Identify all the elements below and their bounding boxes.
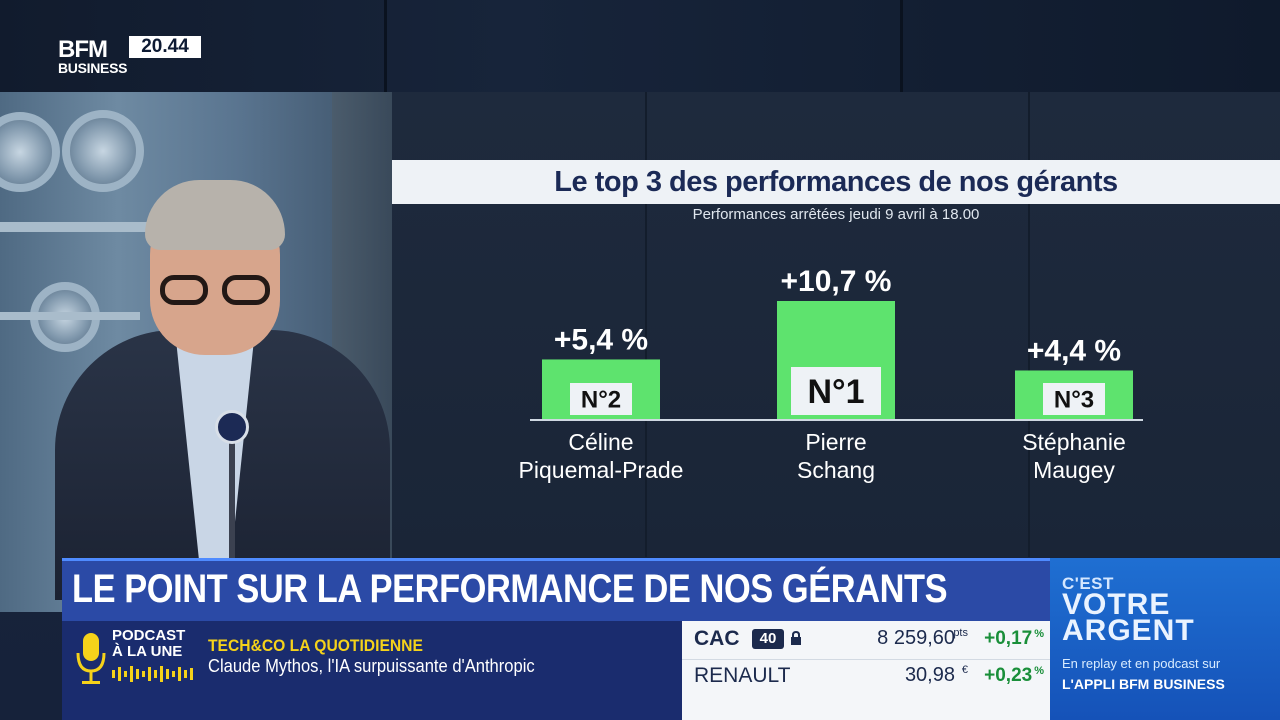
audio-wave-icon bbox=[112, 666, 193, 682]
ticker-row-renault: RENAULT 30,98 € +0,23% bbox=[682, 659, 1050, 692]
logo-bottom: BUSINESS bbox=[58, 60, 128, 76]
podcast-label: PODCAST À LA UNE bbox=[112, 628, 185, 660]
panel-seam bbox=[645, 92, 647, 557]
chart-subtitle: Performances arrêtées jeudi 9 avril à 18… bbox=[692, 206, 980, 223]
value-label: +10,7 % bbox=[781, 265, 892, 298]
chart-title: Le top 3 des performances de nos gérants bbox=[554, 165, 1118, 198]
channel-logo: BFM BUSINESS 20.44 bbox=[58, 36, 203, 80]
rank-badge bbox=[1043, 383, 1105, 415]
promo-line1: C'EST bbox=[1062, 574, 1114, 593]
panel-seam bbox=[384, 0, 387, 92]
value-label: +5,4 % bbox=[554, 323, 648, 356]
podcast-episode-title: Claude Mythos, l'IA surpuissante d'Anthr… bbox=[208, 656, 535, 676]
banner-accent bbox=[62, 558, 1050, 561]
ticker-change-value: +0,23 bbox=[984, 665, 1033, 686]
clock: 20.44 bbox=[129, 36, 201, 58]
category-label: Schang bbox=[797, 457, 875, 483]
market-ticker: CAC 40 8 259,60 pts +0,17% RENAULT 30,98… bbox=[682, 621, 1050, 720]
headline-text: LE POINT SUR LA PERFORMANCE DE NOS GÉRAN… bbox=[72, 567, 948, 611]
rank-label: N°1 bbox=[807, 373, 864, 411]
vault-dial-icon bbox=[62, 110, 144, 192]
ticker-change: +0,23% bbox=[984, 665, 1044, 687]
ticker-name: CAC bbox=[694, 627, 740, 650]
rank-badge bbox=[791, 367, 881, 415]
promo-line3: ARGENT bbox=[1062, 614, 1195, 647]
ticker-change: +0,17% bbox=[984, 628, 1044, 650]
ticker-index-badge: 40 bbox=[752, 629, 784, 649]
lock-icon bbox=[791, 631, 801, 645]
vault-dial-icon bbox=[0, 112, 60, 192]
chart-panel: Le top 3 des performances de nos gérants… bbox=[392, 92, 1280, 557]
ticker-change-unit: % bbox=[1034, 628, 1044, 640]
promo-line4: En replay et en podcast sur bbox=[1062, 656, 1221, 671]
presenter-hair bbox=[145, 180, 285, 250]
chart-title-bar: Le top 3 des performances de nos gérants bbox=[392, 160, 1280, 204]
studio-top-band bbox=[0, 0, 1280, 92]
glasses-icon bbox=[160, 275, 275, 305]
rank-label: N°3 bbox=[1054, 387, 1094, 414]
rank-label: N°2 bbox=[581, 387, 621, 414]
presenter bbox=[55, 180, 395, 600]
rank-badge bbox=[570, 383, 632, 415]
podcast-strip: PODCAST À LA UNE TECH&CO LA QUOTIDIENNE … bbox=[62, 621, 682, 720]
panel-seam bbox=[1028, 92, 1030, 557]
microphone-icon bbox=[76, 633, 106, 684]
ticker-unit: € bbox=[961, 664, 968, 676]
headline-banner: LE POINT SUR LA PERFORMANCE DE NOS GÉRAN… bbox=[62, 558, 1050, 621]
ticker-change-value: +0,17 bbox=[984, 628, 1033, 649]
podcast-label-line1: PODCAST bbox=[112, 627, 186, 644]
category-label: Stéphanie bbox=[1022, 429, 1126, 455]
podcast-label-line2: À LA UNE bbox=[112, 643, 183, 660]
lapel-microphone-icon bbox=[215, 410, 249, 444]
podcast-show-name: TECH&CO LA QUOTIDIENNE bbox=[208, 636, 423, 655]
category-label: Maugey bbox=[1033, 457, 1115, 483]
logo-top: BFM bbox=[58, 36, 108, 63]
category-label: Piquemal-Prade bbox=[519, 457, 684, 483]
ticker-unit: pts bbox=[953, 627, 968, 639]
panel-seam bbox=[900, 0, 903, 92]
vault-bar bbox=[0, 312, 140, 320]
ticker-value: 8 259,60 bbox=[877, 627, 955, 649]
category-label: Pierre bbox=[805, 429, 866, 455]
promo-line5: L'APPLI BFM BUSINESS bbox=[1062, 676, 1225, 692]
vault-bar bbox=[0, 222, 260, 232]
show-promo: C'EST VOTRE ARGENT En replay et en podca… bbox=[1050, 558, 1280, 720]
ticker-row-cac40: CAC 40 8 259,60 pts +0,17% bbox=[682, 623, 1050, 656]
ticker-name: RENAULT bbox=[694, 664, 791, 687]
value-label: +4,4 % bbox=[1027, 334, 1121, 367]
mic-stand bbox=[229, 442, 235, 562]
ticker-value: 30,98 bbox=[904, 664, 955, 686]
ticker-change-unit: % bbox=[1034, 665, 1044, 677]
category-label: Céline bbox=[568, 429, 633, 455]
promo-line2: VOTRE bbox=[1062, 588, 1171, 621]
